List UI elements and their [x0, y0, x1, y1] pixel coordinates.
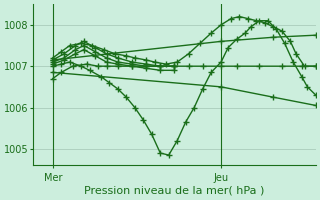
- X-axis label: Pression niveau de la mer( hPa ): Pression niveau de la mer( hPa ): [84, 186, 265, 196]
